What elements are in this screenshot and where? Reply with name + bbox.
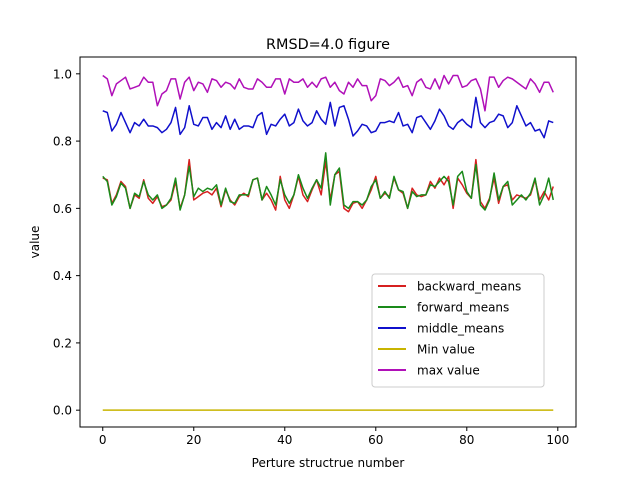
x-tick-label: 0 [99, 433, 107, 447]
series-line-4 [102, 74, 554, 112]
y-tick-label: 0.8 [53, 135, 72, 149]
plot-frame [79, 56, 577, 428]
tick-layer: 0 20 40 60 80 100 0.0 0.2 0.4 0.6 0.8 1.0 [53, 67, 569, 447]
y-tick-label: 0.6 [53, 202, 72, 216]
x-tick-label: 60 [368, 433, 383, 447]
y-tick-label: 0.4 [53, 269, 72, 283]
chart-title: RMSD=4.0 figure [266, 37, 390, 53]
y-tick-label: 0.0 [53, 404, 72, 418]
series-layer [102, 74, 554, 411]
y-tick-label: 0.2 [53, 336, 72, 350]
x-tick-label: 100 [546, 433, 569, 447]
x-tick-label: 40 [277, 433, 292, 447]
legend: backward_means forward_means middle_means M… [371, 273, 545, 388]
legend-label: middle_means [417, 322, 504, 336]
legend-label: forward_means [417, 301, 509, 315]
y-axis-label: value [28, 226, 42, 259]
legend-label: Min value [417, 343, 475, 357]
x-tick-label: 20 [186, 433, 201, 447]
x-axis-label: Perture structrue number [252, 456, 405, 470]
series-line-2 [102, 96, 554, 139]
series-line-1 [102, 152, 554, 211]
legend-label: max value [417, 364, 480, 378]
legend-box [371, 273, 545, 388]
y-tick-label: 1.0 [53, 67, 72, 81]
x-tick-label: 80 [459, 433, 474, 447]
legend-label: backward_means [417, 280, 521, 294]
